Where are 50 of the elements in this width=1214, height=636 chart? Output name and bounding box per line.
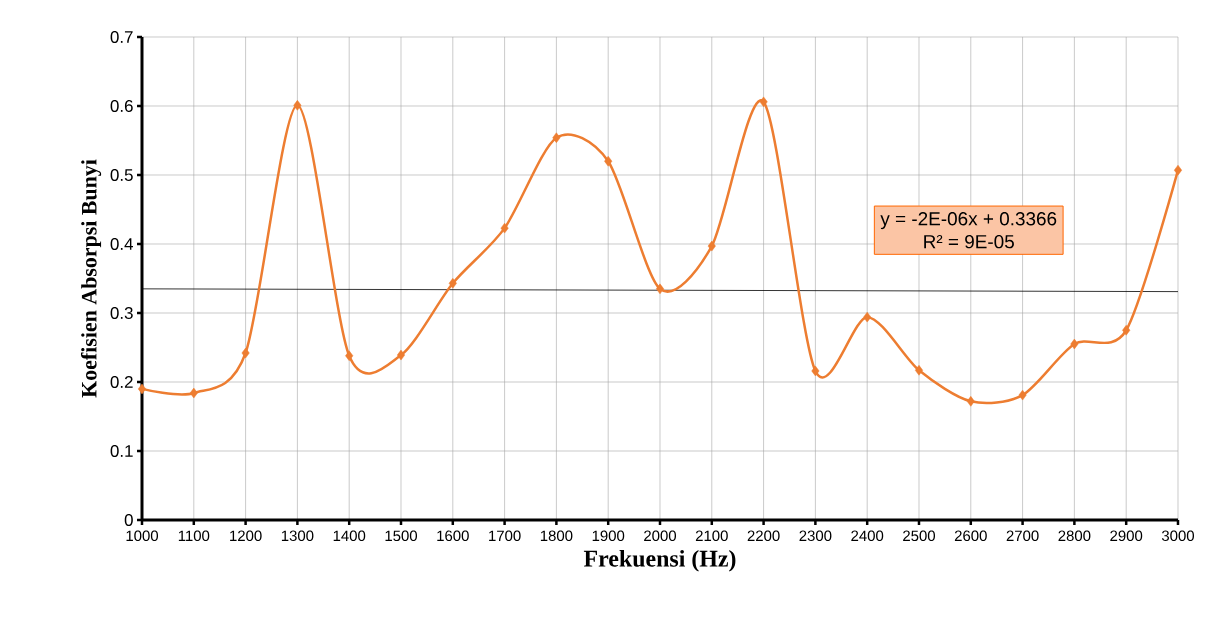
point: [241, 347, 250, 359]
x-tick-label: 1800: [540, 530, 573, 542]
x-tick-label: 1700: [489, 530, 521, 542]
x-axis-title: Frekuensi (Hz): [583, 549, 736, 572]
x-tick-label: 2100: [695, 530, 728, 542]
point: [915, 365, 923, 376]
y-tick-label: 0.4: [110, 238, 133, 250]
point: [707, 240, 716, 252]
point: [552, 132, 561, 143]
point: [1122, 325, 1131, 336]
x-tick-label: 1300: [281, 530, 314, 542]
point: [1018, 389, 1027, 401]
point: [811, 365, 820, 377]
y-tick-label: 0.3: [110, 307, 133, 319]
y-tick-label: 0.1: [110, 445, 133, 457]
point: [293, 100, 302, 111]
annotation: R² = 9E-05: [924, 234, 1014, 249]
x-tick-label: 2400: [851, 530, 884, 542]
x-tick-label: 1500: [385, 530, 418, 542]
point: [759, 96, 768, 108]
x-tick-label: 2000: [644, 530, 677, 542]
point: [863, 311, 872, 323]
x-tick-label: 1400: [333, 530, 366, 542]
point: [966, 396, 975, 407]
x-tick-label: 2900: [1110, 530, 1143, 542]
x-tick-label: 2500: [903, 530, 936, 542]
x-tick-label: 1600: [437, 530, 469, 542]
annotation: y = -2E-06x + 0.3366: [880, 212, 1057, 230]
point: [500, 222, 509, 234]
x-tick-label: 2600: [954, 530, 987, 542]
point: [1070, 338, 1079, 350]
x-tick-label: 1900: [592, 530, 625, 542]
x-tick-label: 1000: [126, 530, 159, 542]
x-tick-label: 2700: [1006, 530, 1039, 542]
x-tick-label: 3000: [1161, 530, 1195, 542]
x-tick-label: 1100: [178, 530, 210, 542]
point: [448, 278, 457, 289]
y-tick-label: 0.7: [110, 31, 133, 43]
point: [189, 387, 198, 399]
y-axis-title: Koefisien Absorpsi Bunyi: [80, 159, 102, 398]
x-tick-label: 1200: [230, 530, 262, 542]
y-tick-label: 0.6: [110, 100, 133, 112]
point: [604, 155, 613, 167]
point: [345, 350, 354, 362]
y-tick-label: 0: [124, 514, 133, 526]
x-tick-label: 2800: [1058, 530, 1091, 542]
y-tick-label: 0.5: [110, 169, 133, 181]
y-tick-label: 0.2: [110, 376, 133, 388]
x-tick-label: 2300: [799, 530, 832, 542]
x-tick-label: 2200: [747, 530, 780, 542]
